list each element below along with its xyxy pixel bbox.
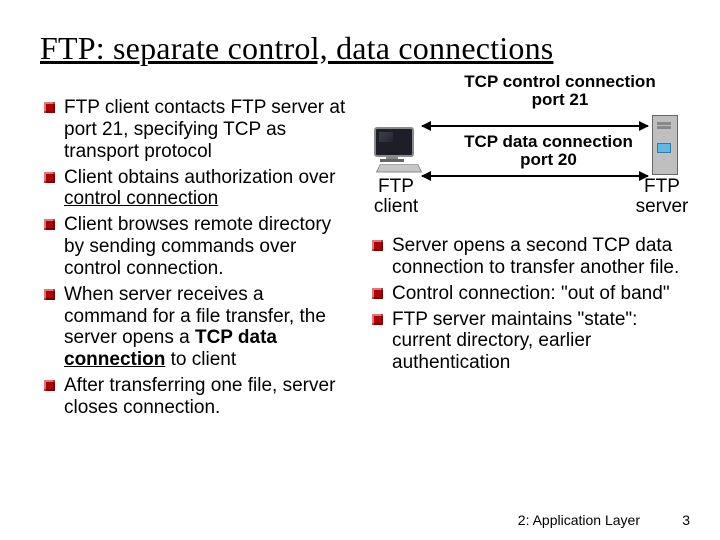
right-bullets: Server opens a second TCP data connectio…: [368, 235, 688, 374]
bullet-5: After transferring one file, server clos…: [40, 375, 352, 419]
footer-label: 2: Application Layer: [518, 512, 640, 528]
server-label: FTPserver: [632, 177, 692, 217]
slide-title: FTP: separate control, data connections: [40, 30, 688, 67]
rbullet-3: FTP server maintains "state": current di…: [368, 309, 688, 375]
right-column: TCP control connectionport 21 TCP data c…: [368, 85, 688, 423]
data-arrow: [422, 175, 648, 177]
bullet-1: FTP client contacts FTP server at port 2…: [40, 97, 352, 163]
ctrl-arrow: [422, 125, 648, 127]
rbullet-1: Server opens a second TCP data connectio…: [368, 235, 688, 279]
ctrl-conn-label: TCP control connectionport 21: [460, 73, 660, 109]
bullet-3: Client browses remote directory by sendi…: [40, 214, 352, 280]
left-column: FTP client contacts FTP server at port 2…: [40, 85, 352, 423]
server-icon: [652, 115, 682, 179]
footer-page-number: 3: [682, 512, 690, 528]
client-icon: [372, 127, 424, 169]
client-label: FTPclient: [366, 177, 426, 217]
bullet-2: Client obtains authorization over contro…: [40, 167, 352, 211]
bullet-4: When server receives a command for a fil…: [40, 284, 352, 371]
rbullet-2: Control connection: "out of band": [368, 283, 688, 305]
left-bullets: FTP client contacts FTP server at port 2…: [40, 97, 352, 419]
ftp-diagram: TCP control connectionport 21 TCP data c…: [368, 79, 688, 229]
data-conn-label: TCP data connectionport 20: [456, 133, 641, 169]
